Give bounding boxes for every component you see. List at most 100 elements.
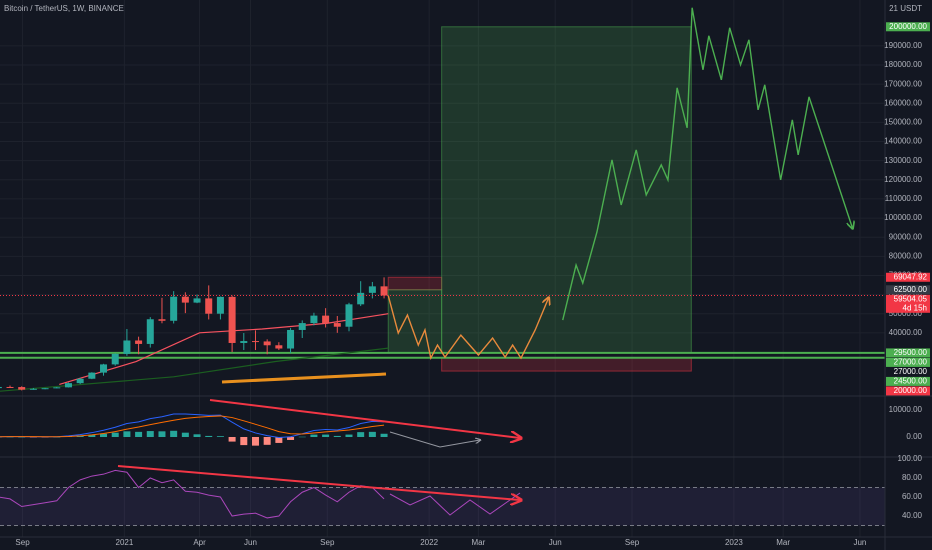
macd-histogram-bar [345,434,353,437]
candle-body [287,329,295,349]
macd-histogram-bar [135,431,143,437]
position-box [441,357,692,372]
y-tick-label: 110000.00 [885,194,923,203]
labels-layer: Sep 2021 Apr Jun Sep 2022 Mar Jun Sep 2023 Mar Jun 4… [15,22,930,547]
price-label-box [886,357,930,367]
candle-body [123,340,131,354]
projection-line [387,296,548,361]
candle-body [240,341,248,343]
macd-projection [389,431,480,448]
price-label-box [886,285,930,295]
price-label-box [886,386,930,396]
candle-body [216,296,224,314]
price-label: 62500.00 [894,285,928,294]
macd-histogram-bar [263,436,271,445]
candle-body [333,323,341,327]
divergence-arrow [117,465,520,500]
price-label: 59504.05 [894,295,928,304]
y-tick-label: 40.00 [902,511,923,520]
macd-histogram-bar [240,436,248,446]
candle-body [111,353,119,365]
y-tick-label: 50000.00 [889,309,923,318]
x-tick-label: 2023 [725,538,743,547]
macd-histogram-bar [6,436,14,438]
x-tick-label: Jun [853,538,866,547]
candle-body [251,341,259,343]
macd-histogram-bar [100,433,108,437]
price-label: 27000.00 [894,367,928,376]
macd-histogram-bar [287,436,295,440]
divergence-arrow [209,399,520,438]
candle-body [100,364,108,373]
candle-body [29,388,37,390]
candle-body [298,323,306,330]
signal-line [0,415,385,438]
candle-body [275,345,283,349]
macd-histogram-bar [205,435,213,437]
y-tick-label: 80000.00 [889,251,923,260]
candle-body [263,341,271,346]
macd-histogram-bar [111,432,119,437]
y-tick-label: 140000.00 [884,137,922,146]
macd-histogram-bar [53,436,61,438]
y-tick-label: 0.00 [906,432,922,441]
y-tick-label: 180000.00 [884,60,922,69]
candle-body [357,292,365,305]
x-tick-label: Mar [472,538,486,547]
candle-body [193,298,201,303]
price-label-sub: 4d 15h [903,303,927,312]
macd-histogram-bar [0,436,2,438]
y-tick-label: 100.00 [898,454,923,463]
macd-histogram-bar [380,433,388,437]
x-tick-label: Sep [15,538,30,547]
price-label-box [886,294,930,313]
macd-histogram-bar [193,434,201,437]
macd-histogram-bar [333,435,341,437]
price-label: 27000.00 [894,358,928,367]
macd-histogram-bar [228,436,236,442]
macd-histogram-bar [29,436,37,438]
candle-body [18,387,26,390]
candle-body [64,383,72,388]
macd-histogram-bar [310,434,318,437]
macd-histogram-bar [146,431,154,437]
candle-body [380,286,388,296]
x-tick-label: Mar [776,538,790,547]
candle-body [53,387,61,389]
candle-body [41,388,49,390]
x-tick-label: 2022 [420,538,438,547]
y-tick-label: 40000.00 [889,328,923,337]
candle-body [205,298,213,314]
price-label-box [886,272,930,282]
macd-histogram-bar [275,436,283,443]
macd-histogram-bar [322,434,330,437]
macd-histogram-bar [357,432,365,437]
candle-body [6,386,14,388]
macd-histogram-bar [158,431,166,437]
y-tick-label: 160000.00 [884,98,922,107]
moving-average [0,347,389,392]
macd-histogram-bar [88,434,96,437]
y-tick-label: 10000.00 [889,405,923,414]
position-box [387,289,443,354]
x-tick-label: Sep [625,538,640,547]
axis-unit: 21 USDT [889,4,922,13]
candle-body [310,315,318,324]
rsi-projection [389,492,521,516]
y-tick-label: 100000.00 [884,213,922,222]
projection-line [562,7,853,321]
price-label-box [886,367,930,377]
y-tick-label: 80.00 [902,473,923,482]
price-label: 69047.92 [894,273,928,282]
candle-body [368,286,376,293]
y-tick-label: 60.00 [902,492,923,501]
rsi-line [0,469,385,519]
macd-histogram-bar [181,432,189,437]
candle-body [158,319,166,321]
grid-layer [0,0,885,537]
price-label: 24500.00 [894,377,928,386]
candle-body [170,296,178,321]
chart-title: Bitcoin / TetherUS, 1W, BINANCE [4,4,124,13]
candle-body [345,304,353,327]
